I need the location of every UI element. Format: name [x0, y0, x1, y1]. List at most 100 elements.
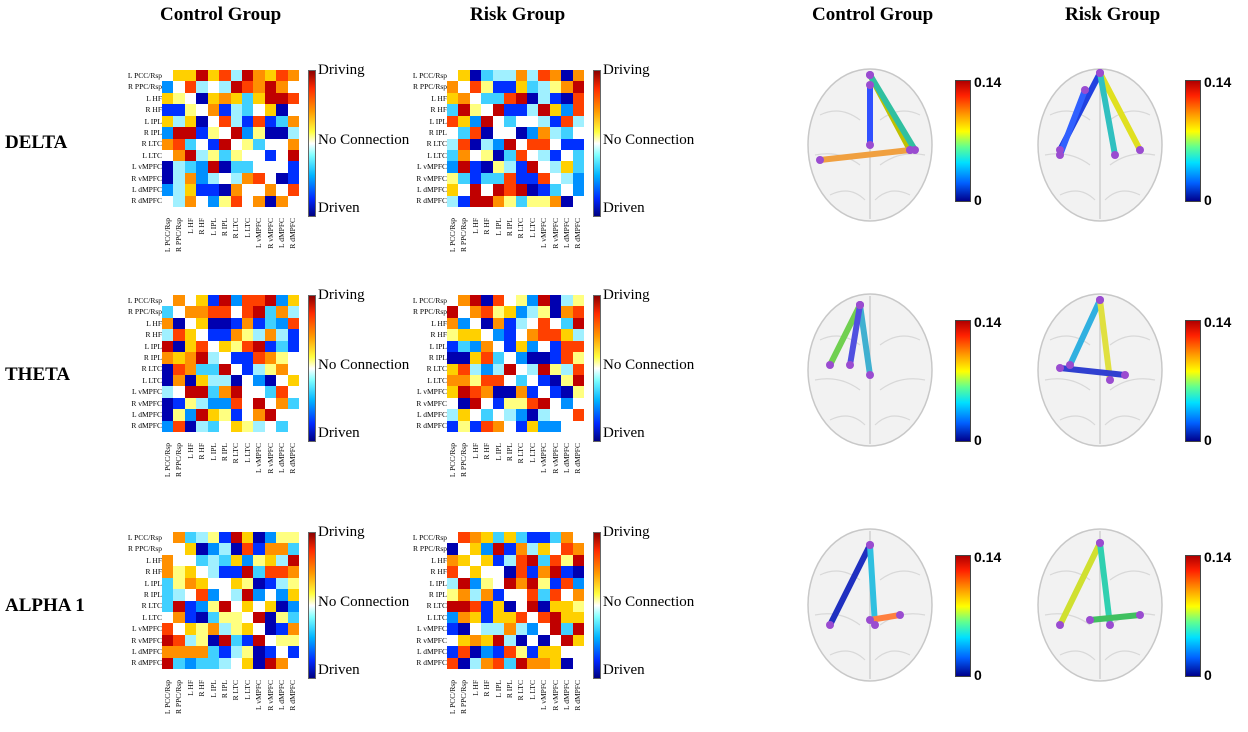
matrix-cell — [481, 161, 493, 173]
column-label: L HF — [470, 680, 480, 696]
driven-label: Driven — [318, 662, 360, 678]
matrix-cell — [572, 92, 584, 105]
matrix-cell — [241, 184, 254, 196]
matrix-cell — [492, 195, 505, 207]
matrix-cell — [549, 657, 562, 669]
matrix-cell — [276, 420, 288, 432]
matrix-cell — [173, 532, 185, 544]
matrix-cell — [481, 329, 493, 341]
matrix-cell — [572, 352, 584, 364]
matrix-cell — [504, 577, 516, 590]
matrix-cell — [196, 657, 208, 669]
matrix-cell — [572, 397, 584, 410]
matrix-cell — [219, 81, 231, 93]
matrix-cell — [196, 543, 208, 555]
matrix-cell — [196, 623, 208, 635]
column-label: R HF — [197, 443, 207, 460]
matrix-cell — [219, 646, 231, 658]
matrix-cell — [173, 104, 185, 116]
matrix-cell — [219, 634, 231, 647]
column-label: L PCC/Rsp — [163, 680, 172, 715]
column-label: L vMPFC — [254, 680, 264, 710]
row-label: L IPL — [144, 578, 162, 588]
matrix-cell — [538, 566, 550, 578]
column-label: R dMPFC — [288, 218, 298, 249]
connectivity-matrix — [447, 295, 584, 432]
matrix-cell — [515, 317, 527, 330]
row-label: L LTC — [142, 150, 162, 160]
matrix-cell — [504, 161, 516, 173]
matrix-cell — [264, 543, 277, 555]
matrix-cell — [492, 386, 505, 398]
matrix-cell — [173, 600, 185, 612]
matrix-cell — [230, 81, 242, 93]
matrix-cell — [253, 543, 265, 555]
matrix-cell — [162, 363, 174, 375]
matrix-cell — [561, 589, 573, 601]
strength-legend — [1185, 80, 1201, 202]
matrix-cell — [561, 138, 573, 150]
matrix-cell — [549, 317, 562, 330]
matrix-cell — [469, 81, 482, 93]
matrix-cell — [538, 184, 550, 196]
row-label: R LTC — [426, 139, 447, 149]
column-label: R dMPFC — [573, 443, 583, 474]
matrix-cell — [196, 386, 208, 398]
brain-node — [1111, 151, 1119, 159]
matrix-cell — [173, 329, 185, 341]
matrix-cell — [549, 623, 562, 635]
row-label: R dMPFC — [416, 658, 447, 668]
matrix-cell — [481, 577, 493, 590]
column-label: R PPC/Rsp — [174, 443, 184, 477]
matrix-cell — [184, 295, 197, 307]
matrix-cell — [515, 543, 527, 555]
matrix-cell — [184, 374, 197, 387]
column-label: L dMPFC — [277, 443, 286, 473]
column-label: R LTC — [516, 218, 526, 239]
column-label: L HF — [185, 218, 195, 234]
matrix-cell — [276, 70, 288, 82]
legend-min-label: 0 — [974, 667, 982, 683]
matrix-cell — [492, 374, 505, 387]
matrix-cell — [173, 386, 185, 398]
matrix-cell — [561, 657, 573, 669]
matrix-cell — [538, 195, 550, 207]
matrix-cell — [230, 352, 242, 364]
matrix-cell — [196, 577, 208, 590]
matrix-cell — [287, 600, 299, 612]
matrix-cell — [219, 566, 231, 578]
matrix-cell — [515, 420, 527, 432]
matrix-cell — [538, 295, 550, 307]
matrix-cell — [219, 409, 231, 421]
matrix-cell — [549, 363, 562, 375]
matrix-cell — [561, 195, 573, 207]
column-label: R vMPFC — [265, 218, 275, 249]
matrix-cell — [447, 386, 459, 398]
matrix-cell — [276, 127, 288, 139]
matrix-cell — [447, 138, 459, 150]
matrix-cell — [196, 172, 208, 185]
column-label: L IPL — [208, 218, 218, 236]
matrix-cell — [504, 306, 516, 318]
row-label: R LTC — [141, 139, 162, 149]
matrix-cell — [230, 363, 242, 375]
strength-legend — [955, 555, 971, 677]
matrix-cell — [469, 104, 482, 116]
connectivity-matrix — [447, 70, 584, 207]
matrix-cell — [264, 195, 277, 207]
matrix-cell — [264, 329, 277, 341]
matrix-cell — [492, 127, 505, 139]
matrix-cell — [469, 374, 482, 387]
matrix-cell — [458, 161, 470, 173]
connection-edge — [1057, 540, 1103, 628]
matrix-panel-theta-risk: L PCC/Rsp R PPC/Rsp L HF R HF L IPL R IPL R LT… — [395, 287, 694, 495]
matrix-cell — [515, 646, 527, 658]
matrix-cell — [447, 420, 459, 432]
matrix-cell — [526, 149, 539, 162]
legend-max-label: 0.14 — [974, 74, 1002, 90]
matrix-cell — [162, 634, 174, 647]
connection-edge — [1097, 297, 1113, 383]
matrix-cell — [572, 532, 584, 544]
matrix-cell — [241, 149, 254, 162]
matrix-cell — [287, 634, 299, 647]
